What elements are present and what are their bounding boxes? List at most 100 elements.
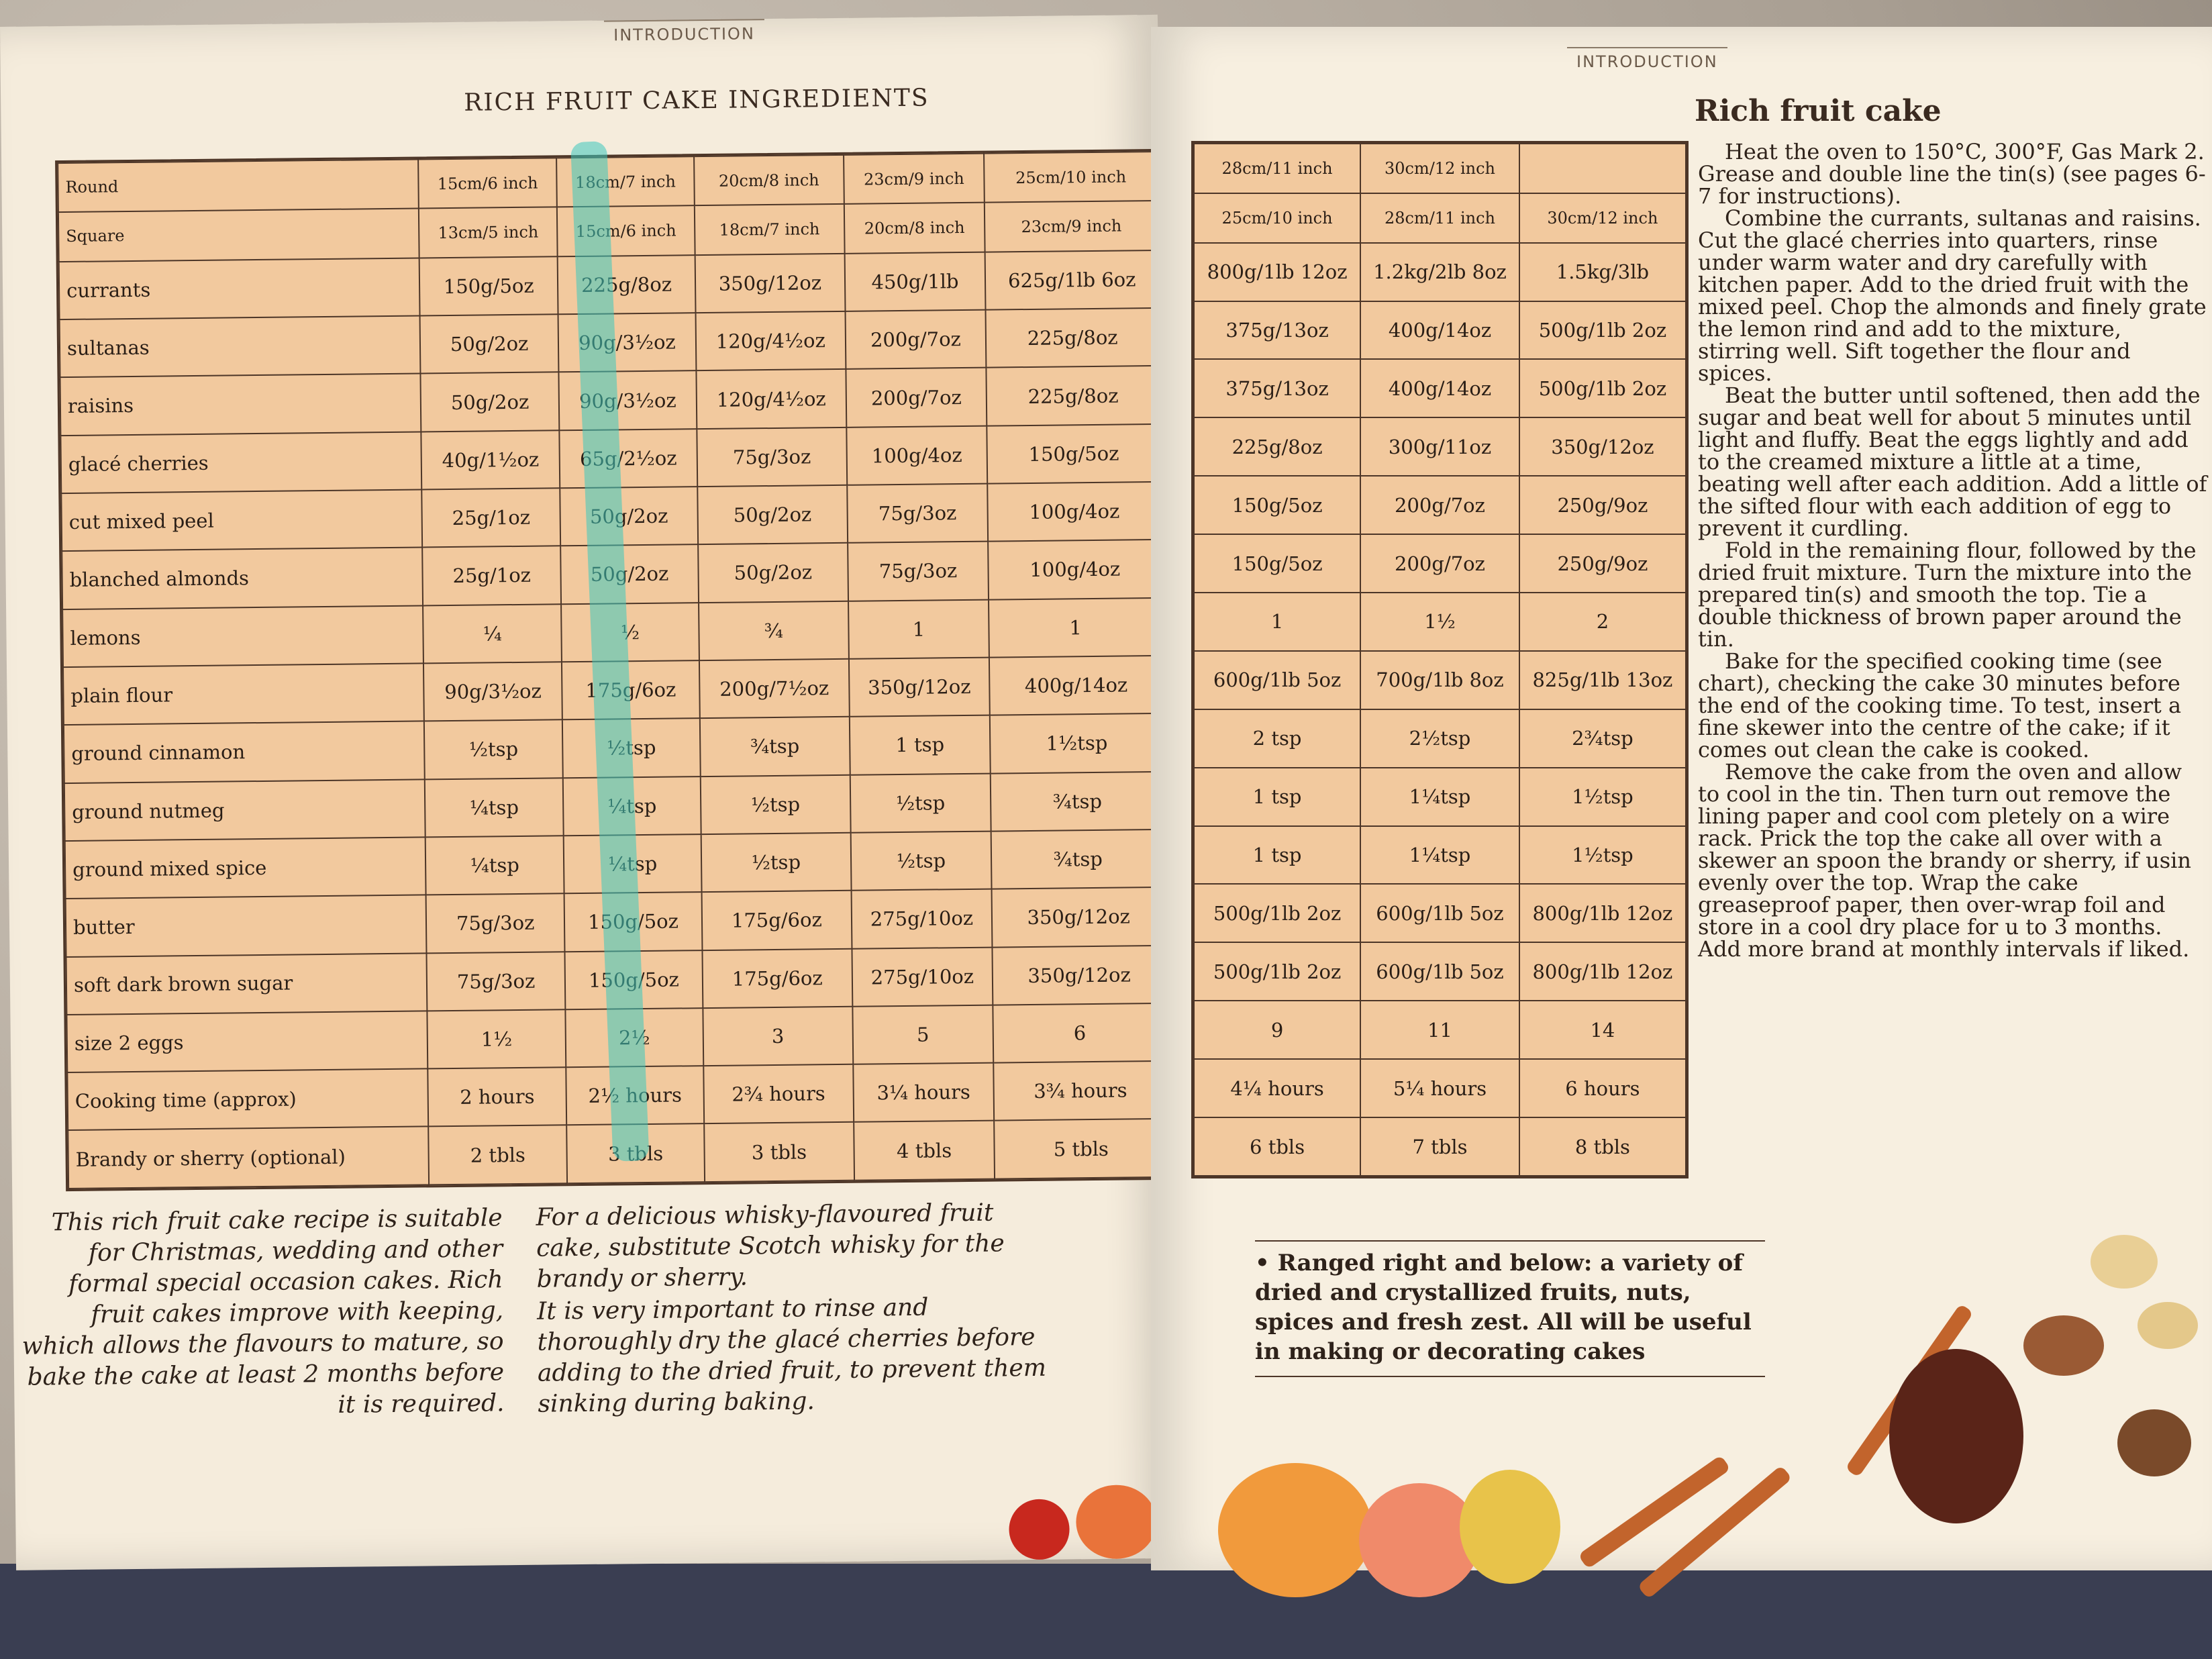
- table-cell: 1 tsp: [1193, 766, 1362, 827]
- photo-caption: • Ranged right and below: a variety of d…: [1255, 1240, 1765, 1377]
- table-cell: 4¼ hours: [1193, 1058, 1362, 1119]
- table-cell: 450g/1lb: [844, 252, 986, 311]
- table-cell: 25g/1oz: [421, 488, 560, 548]
- table-cell: 500g/1lb 2oz: [1518, 300, 1687, 360]
- cinnamon-stick-image: [1578, 1454, 1731, 1570]
- table-cell: 175g/6oz: [701, 890, 852, 950]
- table-row: 150g/5oz 200g/7oz 250g/9oz: [1193, 475, 1687, 536]
- table-cell: 5¼ hours: [1360, 1058, 1520, 1119]
- page-title: RICH FRUIT CAKE INGREDIENTS: [464, 84, 929, 117]
- table-cell: 1½tsp: [1518, 825, 1687, 885]
- table-cell: 75g/3oz: [846, 483, 989, 544]
- table-cell: 150g/5oz: [1193, 475, 1362, 536]
- row-label: cut mixed peel: [61, 489, 423, 552]
- table-cell: 375g/13oz: [1193, 300, 1362, 360]
- table-cell: 9: [1193, 1000, 1362, 1060]
- table-cell: 2 hours: [428, 1067, 567, 1127]
- nut-image: [2117, 1409, 2191, 1476]
- candied-peel-image: [1218, 1463, 1372, 1597]
- table-cell: 120g/4½oz: [695, 311, 846, 371]
- intro-paragraph: This rich fruit cake recipe is suitable …: [21, 1204, 505, 1419]
- table-cell: 600g/1lb 5oz: [1360, 942, 1520, 1002]
- table-row: 28cm/11 inch 30cm/12 inch: [1193, 143, 1687, 194]
- table-cell: 1.2kg/2lb 8oz: [1360, 242, 1520, 302]
- right-running-head: INTRODUCTION: [1567, 47, 1727, 75]
- table-cell: 23cm/9 inch: [985, 201, 1158, 252]
- table-cell: 800g/1lb 12oz: [1518, 942, 1687, 1002]
- table-cell: 225g/8oz: [985, 308, 1160, 368]
- table-cell: 500g/1lb 2oz: [1518, 358, 1687, 419]
- candied-orange-image: [1075, 1485, 1157, 1560]
- table-cell: 15cm/6 inch: [418, 158, 557, 209]
- table-cell: 4 tbls: [853, 1121, 995, 1180]
- recipe-title: Rich fruit cake: [1695, 94, 1942, 128]
- table-cell: ¾: [699, 601, 849, 661]
- table-cell: 200g/7½oz: [699, 658, 850, 719]
- table-cell: 500g/1lb 2oz: [1193, 883, 1362, 944]
- row-label: size 2 eggs: [66, 1011, 428, 1073]
- table-cell: 375g/13oz: [1193, 358, 1362, 419]
- table-cell: 100g/4oz: [846, 425, 988, 485]
- table-cell: 2 tbls: [428, 1125, 567, 1185]
- row-label: soft dark brown sugar: [66, 952, 428, 1015]
- table-cell: 400g/14oz: [1360, 358, 1520, 419]
- table-cell: 50g/2oz: [698, 543, 848, 603]
- table-cell: 225g/8oz: [1193, 417, 1362, 477]
- table-cell: 400g/14oz: [1360, 300, 1520, 360]
- table-cell: 50g/2oz: [420, 314, 559, 374]
- method-text: Heat the oven to 150°C, 300°F, Gas Mark …: [1698, 141, 2208, 960]
- table-row: 1 tsp 1¼tsp 1½tsp: [1193, 825, 1687, 885]
- row-label: Square: [58, 208, 420, 262]
- table-cell: 120g/4½oz: [696, 369, 846, 429]
- table-cell: 1½tsp: [1518, 766, 1687, 827]
- table-cell: 3: [703, 1006, 853, 1066]
- table-cell: 1: [989, 597, 1162, 658]
- table-cell: 1: [848, 599, 990, 659]
- row-label: butter: [65, 895, 427, 957]
- tip-paragraph-whisky: For a delicious whisky-flavoured fruit c…: [536, 1199, 1005, 1293]
- table-cell: 50g/2oz: [560, 487, 699, 546]
- row-label: ground nutmeg: [64, 778, 426, 841]
- table-cell: 3 tbls: [704, 1122, 854, 1183]
- method-paragraph: Bake for the specified cooking time (see…: [1698, 648, 2182, 762]
- table-cell: 2¾ hours: [703, 1064, 854, 1124]
- table-cell: ½tsp: [424, 719, 563, 779]
- row-label: glacé cherries: [60, 432, 422, 494]
- table-cell: 700g/1lb 8oz: [1360, 650, 1520, 710]
- table-cell: 6 hours: [1518, 1058, 1687, 1119]
- table-cell: 400g/14oz: [989, 655, 1163, 715]
- row-label: Brandy or sherry (optional): [68, 1126, 430, 1189]
- left-running-head: INTRODUCTION: [603, 19, 765, 49]
- table-cell: 350g/12oz: [992, 945, 1166, 1005]
- table-row: 150g/5oz 200g/7oz 250g/9oz: [1193, 534, 1687, 594]
- table-cell: 90g/3½oz: [423, 662, 562, 721]
- table-cell: 175g/6oz: [561, 660, 701, 720]
- table-cell: 1½: [427, 1009, 566, 1069]
- ingredients-table-right: 28cm/11 inch 30cm/12 inch 25cm/10 inch 28cm…: [1191, 141, 1689, 1178]
- table-cell: [1518, 143, 1687, 194]
- table-cell: ½tsp: [850, 773, 992, 833]
- table-cell: 90g/3½oz: [558, 370, 697, 430]
- table-cell: 65g/2½oz: [559, 428, 698, 489]
- table-cell: 75g/3oz: [426, 951, 566, 1011]
- row-label: plain flour: [62, 663, 425, 725]
- table-cell: 275g/10oz: [851, 947, 993, 1007]
- table-cell: 6 tbls: [1193, 1117, 1362, 1176]
- table-cell: 30cm/12 inch: [1518, 192, 1687, 244]
- table-cell: 625g/1lb 6oz: [985, 250, 1159, 310]
- table-cell: 600g/1lb 5oz: [1360, 883, 1520, 944]
- table-cell: 100g/4oz: [988, 540, 1162, 600]
- table-row: 225g/8oz 300g/11oz 350g/12oz: [1193, 417, 1687, 477]
- table-cell: 350g/12oz: [695, 253, 846, 313]
- table-cell: 350g/12oz: [1518, 417, 1687, 477]
- table-row: 500g/1lb 2oz 600g/1lb 5oz 800g/1lb 12oz: [1193, 883, 1687, 944]
- table-cell: 200g/7oz: [845, 309, 987, 370]
- table-cell: 1½tsp: [990, 713, 1164, 774]
- lemon-zest-image: [1460, 1470, 1560, 1584]
- table-row: 375g/13oz 400g/14oz 500g/1lb 2oz: [1193, 300, 1687, 360]
- table-cell: 2: [1518, 592, 1687, 652]
- table-row: 1 tsp 1¼tsp 1½tsp: [1193, 766, 1687, 827]
- table-cell: 30cm/12 inch: [1360, 143, 1520, 194]
- table-cell: ¾tsp: [991, 771, 1164, 832]
- table-cell: 600g/1lb 5oz: [1193, 650, 1362, 710]
